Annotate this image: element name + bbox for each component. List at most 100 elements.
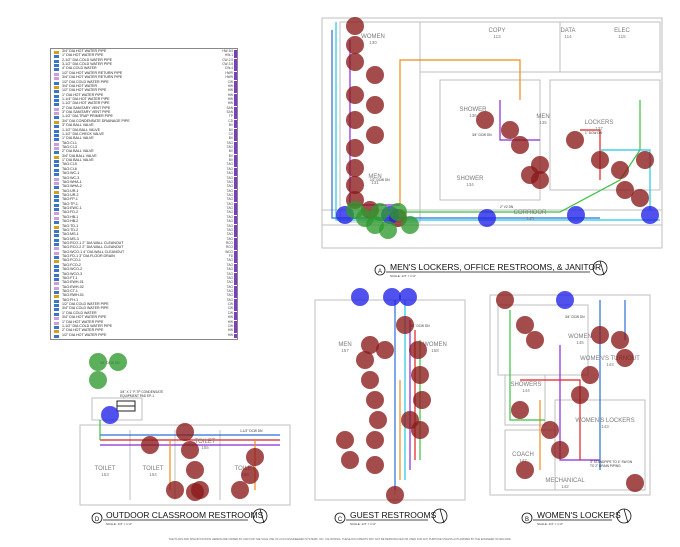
fixture-marker-red <box>611 331 629 349</box>
fixture-marker-red <box>346 86 364 104</box>
legend-swatch <box>54 125 59 129</box>
room-mechanical: MECHANICAL <box>545 478 585 484</box>
room-shower136: SHOWER <box>460 107 488 113</box>
legend-label: 1/2" DIA HOT WATER PIPE <box>62 88 107 93</box>
legend-label: 1/2" DIA HOT WATER PIPE <box>62 332 107 337</box>
legend-color-key <box>234 50 237 54</box>
legend-panel: 3/4" DIA HOT WATER PIPE HW-3/4 1" DIA HOT … <box>50 48 238 340</box>
legend-code: SAN <box>226 105 233 110</box>
legend-code: HWR <box>225 70 233 75</box>
legend-swatch <box>54 273 59 277</box>
legend-label: 2-1/2" DIA COLD WATER PIPE <box>62 57 113 62</box>
legend-row: 1-1/2" DIA CHECK VALVE CV <box>51 132 237 138</box>
legend-row: 2" DIA HOT WATER PIPE HW <box>51 328 237 334</box>
legend-color-key <box>234 215 237 220</box>
legend-color-key <box>234 163 237 168</box>
legend-label: TAG:CT-1 <box>62 289 78 293</box>
legend-color-key <box>234 224 237 229</box>
fixture-marker-red <box>366 96 384 114</box>
legend-code: CW-4 <box>224 66 233 71</box>
fixture-marker-red <box>581 366 599 384</box>
legend-label: TAG:MS-1 <box>62 232 79 237</box>
title-d-scale: SCALE: 1/4" = 1'-0" <box>106 522 132 526</box>
legend-label: TAG:FP-1 <box>62 197 78 202</box>
plan-b <box>489 294 651 496</box>
title-c: C GUEST RESTROOMS SCALE: 1/4" = 1'-0" <box>334 508 448 526</box>
title-b: B WOMEN'S LOCKERS SCALE: 1/4" = 1'-0" <box>521 508 632 526</box>
legend-code: TAG <box>226 258 233 263</box>
legend-color-key <box>234 194 237 198</box>
legend-code: HW <box>227 319 233 324</box>
footer-disclaimer: THE PLANS AND SPECIFICATIONS HEREIN ARE … <box>169 537 512 541</box>
room-corridor-num: 145 <box>526 216 534 221</box>
legend-label: 1" DIA BALL VALVE <box>62 158 94 163</box>
legend-row: TAG:WCO-3 TAG <box>51 272 237 278</box>
legend-row: TAG:WCO-2 TAG <box>51 267 237 273</box>
legend-swatch <box>54 282 59 286</box>
legend-color-key <box>234 106 237 111</box>
legend-code: TAG <box>226 197 233 202</box>
title-c-letter: C <box>338 517 343 523</box>
legend-color-key <box>234 255 237 260</box>
title-a-bubble <box>374 264 386 276</box>
legend-swatch <box>54 243 59 246</box>
legend-row: TAG:CI-5 TAG <box>51 162 237 168</box>
room-men136: MEN <box>536 114 549 120</box>
legend-swatch <box>54 260 59 264</box>
legend-swatch <box>54 234 59 238</box>
legend-swatch <box>54 81 59 85</box>
legend-color-key <box>234 76 237 81</box>
legend-swatch <box>54 107 59 111</box>
legend-code: TAG <box>226 193 233 197</box>
legend-code: TAG <box>226 267 233 272</box>
room-shower134-num: 134 <box>466 182 474 187</box>
legend-color-key <box>234 211 237 216</box>
legend-code: BV <box>228 123 233 128</box>
legend-color-key <box>234 207 237 212</box>
legend-row: TAG:RWH-01 TAG <box>51 293 237 299</box>
legend-swatch <box>54 238 59 242</box>
legend-color-key <box>234 80 237 85</box>
pipe-cyan-b <box>600 149 651 210</box>
legend-code: SAN <box>226 110 233 115</box>
room-lockers: LOCKERS <box>585 120 614 126</box>
room-womens-lockers-num: 143 <box>601 424 609 429</box>
legend-code: HW <box>227 315 233 320</box>
title-b-text: WOMEN'S LOCKERS <box>537 510 621 520</box>
legend-row: 1/2" DIA COLD WATER PIPE CW <box>51 302 237 308</box>
fixture-marker-red <box>413 391 431 409</box>
fixture-marker-red <box>616 181 634 199</box>
legend-code: TAG <box>226 140 233 145</box>
legend-color-key <box>234 242 237 246</box>
legend-swatch <box>54 155 59 159</box>
fixture-marker-blue <box>351 288 369 306</box>
legend-swatch <box>54 173 59 177</box>
legend-label: TAG:HB-1 <box>62 214 79 219</box>
room-labels: WOMEN 130 COPY 113 DATA 114 ELEC 115 SHO… <box>95 28 641 489</box>
fixture-marker-red <box>346 159 364 177</box>
legend-code: RCO <box>225 245 233 250</box>
pipe-red-b <box>520 379 581 460</box>
legend-color-key <box>234 233 237 238</box>
legend-code: TAG <box>226 275 233 280</box>
legend-swatch <box>54 64 59 68</box>
legend-color-key <box>234 246 237 251</box>
legend-color-key <box>234 329 237 334</box>
north-arrow-c-needle <box>439 508 445 524</box>
legend-code: CW-2.5 <box>222 57 233 62</box>
fixture-marker-red <box>356 351 374 369</box>
legend-code: TAG <box>226 280 233 285</box>
title-d-bubble <box>91 512 103 524</box>
room-data-num: 114 <box>564 34 572 39</box>
legend-color-key <box>234 202 237 207</box>
legend-label: 3-1/2" DIA COLD WATER PIPE <box>62 62 113 67</box>
legend-row: TAG:WC-1 TAG <box>51 171 237 177</box>
legend-row: TAG:FCO-1 TAG <box>51 258 237 264</box>
pipe-blue-main <box>331 30 600 219</box>
legend-row: 1" DIA HOT WATER PIPE HW <box>51 93 237 99</box>
legend-code: TAG <box>226 184 233 189</box>
legend-row: 1-1/2" DIA BALL VALVE BV <box>51 128 237 134</box>
fixture-marker-red <box>341 451 359 469</box>
legend-swatch <box>54 208 59 212</box>
legend-label: TAG:WC-3 <box>62 175 80 180</box>
